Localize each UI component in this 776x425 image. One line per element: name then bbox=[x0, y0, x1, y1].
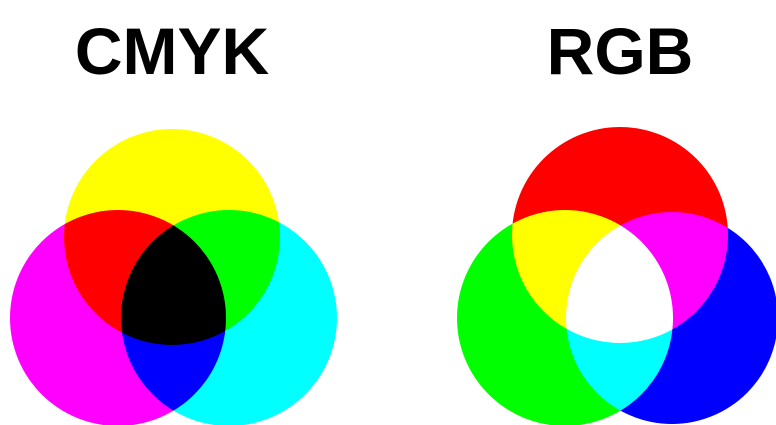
cmyk-title: CMYK bbox=[75, 14, 270, 88]
blue-circle bbox=[566, 212, 776, 424]
cyan-circle bbox=[121, 210, 337, 425]
rgb-title: RGB bbox=[547, 14, 694, 88]
rgb-diagram bbox=[457, 127, 776, 425]
cmyk-diagram bbox=[10, 129, 337, 425]
